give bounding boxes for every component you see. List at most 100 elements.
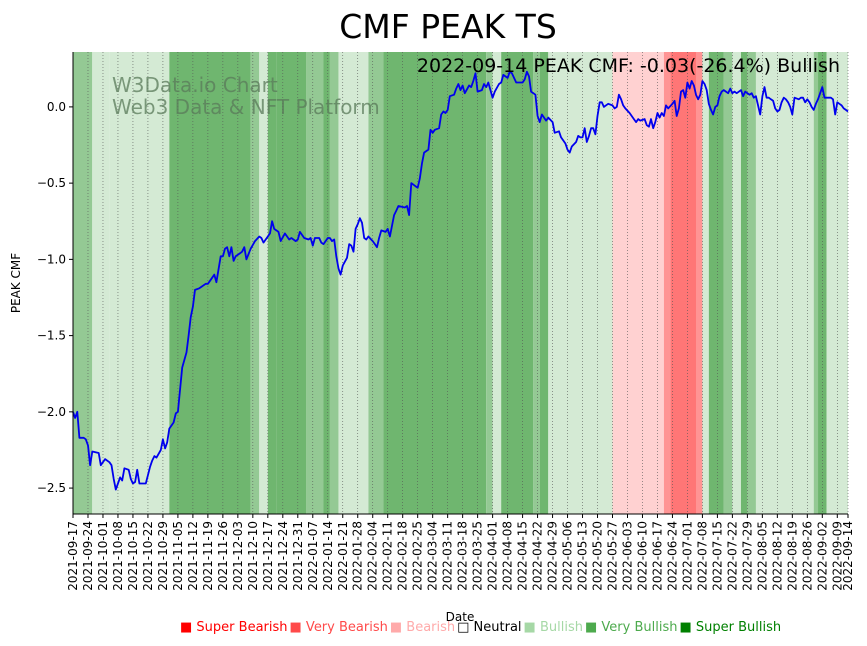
legend-label: Bullish — [535, 620, 583, 635]
legend-label: Super Bearish — [192, 620, 288, 635]
x-tick-label: 2021-10-22 — [141, 521, 155, 591]
x-tick-label: 2022-01-14 — [321, 521, 335, 591]
band-super-bullish — [276, 52, 307, 514]
x-tick-label: 2022-03-18 — [456, 521, 470, 591]
band-super-bullish — [501, 52, 534, 514]
legend-item: ■ Bullish — [524, 620, 583, 635]
x-tick-label: 2022-06-10 — [636, 521, 650, 591]
x-tick-label: 2022-02-11 — [381, 521, 395, 591]
x-tick-label: 2021-10-01 — [96, 521, 110, 591]
x-tick-label: 2022-06-24 — [665, 521, 679, 591]
x-tick-label: 2022-07-15 — [710, 521, 724, 591]
x-tick-label: 2022-07-01 — [680, 521, 694, 591]
legend-label: Very Bullish — [597, 620, 678, 635]
band-bullish — [338, 52, 369, 514]
band-very-bullish — [329, 52, 339, 514]
x-tick-label: 2021-10-29 — [156, 521, 170, 591]
band-bullish — [92, 52, 110, 514]
x-tick-label: 2022-06-17 — [651, 521, 665, 591]
x-tick-label: 2022-04-01 — [486, 521, 500, 591]
band-bullish — [109, 52, 170, 514]
legend-swatch-icon: ■ — [389, 620, 403, 635]
x-tick-label: 2022-06-03 — [621, 521, 635, 591]
legend-swatch-icon: ■ — [180, 620, 193, 635]
x-tick-label: 2021-12-24 — [276, 521, 290, 591]
y-tick-label: 0.0 — [47, 100, 66, 114]
band-bullish — [492, 52, 502, 514]
x-tick-label: 2022-04-29 — [546, 521, 560, 591]
x-tick-label: 2021-12-31 — [291, 521, 305, 591]
y-tick-label: −1.0 — [37, 252, 66, 266]
band-super-bullish — [708, 52, 724, 514]
x-tick-label: 2022-05-27 — [606, 521, 620, 591]
x-tick-label: 2021-09-17 — [66, 521, 80, 591]
x-tick-label: 2021-11-19 — [201, 521, 215, 591]
band-very-bullish — [533, 52, 540, 514]
peak-cmf-line — [72, 70, 849, 491]
x-tick-label: 2022-08-19 — [785, 521, 799, 591]
band-very-bullish — [306, 52, 324, 514]
x-tick-label: 2021-10-08 — [111, 521, 125, 591]
x-tick-label: 2022-04-08 — [501, 521, 515, 591]
x-tick-label: 2022-08-12 — [770, 521, 784, 591]
x-tick-label: 2022-02-25 — [411, 521, 425, 591]
x-tick-label: 2022-01-21 — [336, 521, 350, 591]
band-super-bullish — [323, 52, 330, 514]
x-tick-label: 2022-09-14 — [841, 521, 855, 591]
x-tick-label: 2022-07-22 — [725, 521, 739, 591]
sentiment-bands — [73, 52, 848, 514]
x-tick-label: 2022-01-28 — [351, 521, 365, 591]
band-very-bullish — [368, 52, 384, 514]
x-tick-label: 2021-11-05 — [171, 521, 185, 591]
legend-label: Neutral — [469, 620, 522, 635]
legend-swatch-icon: ■ — [289, 620, 302, 635]
band-very-bullish — [73, 52, 93, 514]
x-tick-label: 2022-08-05 — [755, 521, 769, 591]
chart-title: CMF PEAK TS — [339, 7, 557, 46]
x-tick-label: 2022-05-13 — [576, 521, 590, 591]
x-axis-ticks: 2021-09-17 2021-09-24 2021-10-01 2021-10-08… — [66, 514, 855, 591]
band-very-bullish — [747, 52, 756, 514]
x-tick-label: 2022-08-26 — [800, 521, 814, 591]
x-axis-label: Date — [446, 610, 475, 624]
x-tick-label: 2021-12-17 — [261, 521, 275, 591]
watermark-line-1: W3Data.io Chart — [112, 73, 278, 97]
band-bearish — [612, 52, 664, 514]
band-super-bullish — [169, 52, 251, 514]
axes — [72, 52, 848, 515]
x-tick-label: 2022-09-02 — [815, 521, 829, 591]
x-tick-label: 2022-09-09 — [830, 521, 844, 591]
band-super-bullish — [539, 52, 549, 514]
x-tick-label: 2021-10-15 — [126, 521, 140, 591]
band-bullish — [259, 52, 268, 514]
band-bullish — [702, 52, 709, 514]
band-bullish — [755, 52, 814, 514]
legend-item: ■ Very Bearish — [290, 620, 388, 635]
legend-label: Very Bearish — [301, 620, 388, 635]
x-tick-label: 2022-01-07 — [306, 521, 320, 591]
band-super-bullish — [740, 52, 748, 514]
x-tick-label: 2021-11-26 — [216, 521, 230, 591]
x-tick-label: 2022-04-15 — [516, 521, 530, 591]
band-super-bullish — [267, 52, 277, 514]
band-very-bearish — [695, 52, 703, 514]
legend-label: Super Bullish — [691, 620, 782, 635]
legend-swatch-icon: ■ — [584, 620, 598, 635]
legend-label: Bearish — [402, 620, 456, 635]
legend-swatch-icon: ■ — [679, 620, 692, 635]
sentiment-legend: ■ Super Bearish ■ Very Bearish ■ Bearish □ … — [180, 620, 783, 635]
band-very-bullish — [813, 52, 819, 514]
legend-item: □ Neutral — [457, 620, 521, 635]
legend-item: ■ Bearish — [390, 620, 455, 635]
x-tick-label: 2022-05-06 — [561, 521, 575, 591]
watermark-line-2: Web3 Data & NFT Platform — [112, 95, 380, 119]
y-tick-label: −1.5 — [37, 329, 66, 343]
band-bullish — [548, 52, 613, 514]
y-tick-label: −0.5 — [37, 176, 66, 190]
y-tick-label: −2.0 — [37, 405, 66, 419]
x-tick-label: 2022-02-04 — [366, 521, 380, 591]
x-tick-label: 2021-09-24 — [81, 521, 95, 591]
x-tick-label: 2022-03-11 — [441, 521, 455, 591]
y-tick-label: −2.5 — [37, 481, 66, 495]
